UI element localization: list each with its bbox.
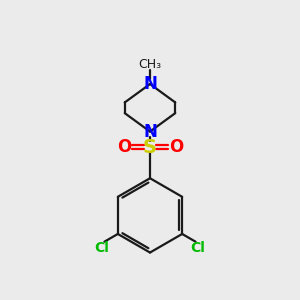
Text: O: O xyxy=(117,138,131,156)
Text: S: S xyxy=(143,137,157,157)
Text: Cl: Cl xyxy=(94,241,110,255)
Text: N: N xyxy=(143,75,157,93)
Text: N: N xyxy=(143,123,157,141)
Text: CH₃: CH₃ xyxy=(138,58,162,71)
Text: Cl: Cl xyxy=(190,241,206,255)
Text: O: O xyxy=(169,138,183,156)
